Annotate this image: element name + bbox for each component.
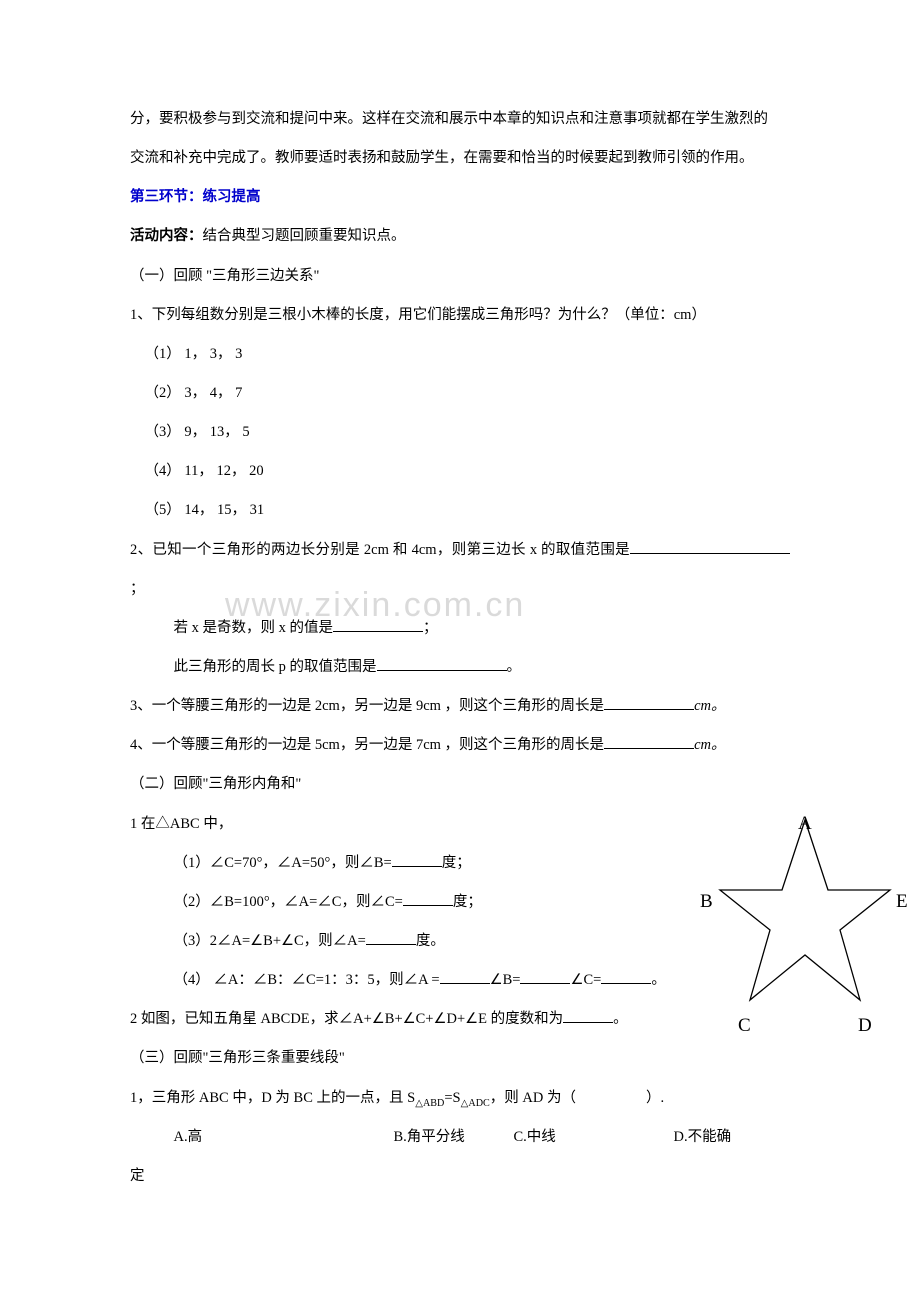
blank [601, 969, 651, 985]
star-label-c: C [738, 1000, 751, 1051]
part1-q2-line1: 2、已知一个三角形的两边长分别是 2cm 和 4cm，则第三边长 x 的取值范围… [130, 531, 790, 609]
part3-q1-tail: 定 [130, 1157, 790, 1196]
star-figure: A B E C D [710, 800, 900, 1030]
star-label-a: A [798, 798, 812, 849]
blank [604, 695, 694, 711]
section-3-heading: 第三环节：练习提高 [130, 178, 790, 217]
activity-text: 结合典型习题回顾重要知识点。 [203, 228, 406, 244]
star-label-b: B [700, 876, 713, 927]
blank [604, 734, 694, 750]
star-label-d: D [858, 1000, 872, 1051]
part2-q1-1: （1）∠C=70°，∠A=50°，则∠B=度； [130, 844, 790, 883]
activity-line: 活动内容：结合典型习题回顾重要知识点。 [130, 217, 790, 256]
part1-q3: 3、一个等腰三角形的一边是 2cm，另一边是 9cm ，则这个三角形的周长是cm… [130, 687, 790, 726]
part1-q1-item-2: （2） 3， 4， 7 [130, 374, 790, 413]
blank [403, 890, 453, 906]
part1-title: （一）回顾 "三角形三边关系" [130, 257, 790, 296]
part3-q1: 1，三角形 ABC 中，D 为 BC 上的一点，且 S△ABD=S△ADC，则 … [130, 1079, 790, 1118]
choice-d: D.不能确 [674, 1118, 732, 1157]
intro-line-1: 分，要积极参与到交流和提问中来。这样在交流和展示中本章的知识点和注意事项就都在学… [130, 100, 790, 139]
part1-q1: 1、下列每组数分别是三根小木棒的长度，用它们能摆成三角形吗？为什么？（单位：cm… [130, 296, 790, 335]
star-label-e: E [896, 876, 908, 927]
part3-q1-choices: A.高 B.角平分线 C.中线 D.不能确 [130, 1118, 790, 1157]
part2-q1-lead: 1 在△ABC 中， [130, 805, 790, 844]
choice-a: A.高 [130, 1118, 394, 1157]
part1-q2-line3: 此三角形的周长 p 的取值范围是。 [130, 648, 790, 687]
part1-q1-item-1: （1） 1， 3， 3 [130, 335, 790, 374]
part1-q1-item-4: （4） 11， 12， 20 [130, 452, 790, 491]
part2-q1-2: （2）∠B=100°，∠A=∠C，则∠C=度； [130, 883, 790, 922]
choice-b: B.角平分线 [394, 1118, 514, 1157]
part1-q1-item-5: （5） 14， 15， 31 [130, 491, 790, 530]
intro-line-2: 交流和补充中完成了。教师要适时表扬和鼓励学生，在需要和恰当的时候要起到教师引领的… [130, 139, 790, 178]
blank [440, 969, 490, 985]
activity-label: 活动内容： [130, 228, 203, 244]
blank [392, 851, 442, 867]
blank [377, 655, 507, 671]
part1-q2-line2: 若 x 是奇数，则 x 的值是； [130, 609, 790, 648]
part1-q4: 4、一个等腰三角形的一边是 5cm，另一边是 7cm ，则这个三角形的周长是cm… [130, 726, 790, 765]
part3-title: （三）回顾"三角形三条重要线段" [130, 1039, 790, 1078]
blank [333, 616, 423, 632]
blank [630, 538, 790, 554]
document-page: 分，要积极参与到交流和提问中来。这样在交流和展示中本章的知识点和注意事项就都在学… [0, 0, 920, 1256]
part2-q1-3: （3）2∠A=∠B+∠C，则∠A=度。 [130, 922, 790, 961]
part2-q2: 2 如图，已知五角星 ABCDE，求∠A+∠B+∠C+∠D+∠E 的度数和为。 [130, 1000, 790, 1039]
choice-c: C.中线 [514, 1118, 674, 1157]
part2-q1-4: （4） ∠A：∠B：∠C=1：3：5，则∠A =∠B=∠C=。 [130, 961, 790, 1000]
blank [366, 929, 416, 945]
part1-q1-item-3: （3） 9， 13， 5 [130, 413, 790, 452]
part2-title: （二）回顾"三角形内角和" [130, 765, 790, 804]
blank [520, 969, 570, 985]
blank [563, 1008, 613, 1024]
